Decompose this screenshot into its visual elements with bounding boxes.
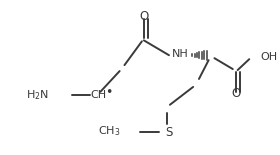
Text: O: O <box>139 10 148 23</box>
Text: S: S <box>165 126 173 139</box>
Text: CH: CH <box>90 90 106 100</box>
Text: NH: NH <box>172 49 189 59</box>
Text: H$_2$N: H$_2$N <box>26 88 49 102</box>
Text: OH: OH <box>260 52 277 62</box>
Text: CH$_3$: CH$_3$ <box>98 125 121 138</box>
Text: O: O <box>231 87 240 100</box>
Text: •: • <box>105 86 113 99</box>
